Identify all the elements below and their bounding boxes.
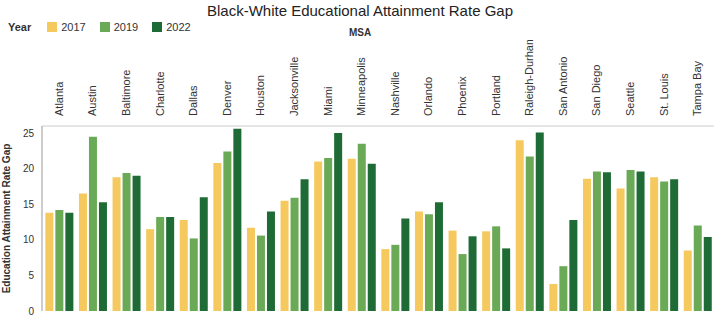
svg-text:Education Attainment Rate Gap: Education Attainment Rate Gap: [8, 144, 12, 294]
svg-text:Orlando: Orlando: [422, 77, 434, 116]
svg-text:St. Louis: St. Louis: [658, 73, 670, 116]
svg-text:Dallas: Dallas: [187, 85, 199, 116]
svg-text:0: 0: [28, 306, 34, 317]
svg-text:Charlotte: Charlotte: [154, 71, 166, 116]
svg-text:Phoenix: Phoenix: [456, 76, 468, 116]
svg-text:Seattle: Seattle: [624, 82, 636, 116]
svg-text:Denver: Denver: [221, 80, 233, 116]
svg-text:Jacksonville: Jacksonville: [288, 57, 300, 116]
html-text:Black-White Educational Attain: Black-White Educational Attainment Rate …: [207, 2, 513, 19]
svg-text:San Diego: San Diego: [590, 65, 602, 116]
svg-text:Baltimore: Baltimore: [120, 70, 132, 116]
html-text:MSA: MSA: [348, 27, 372, 38]
html-text:Year: Year: [8, 21, 32, 33]
svg-text:Miami: Miami: [322, 87, 334, 116]
svg-text:Raleigh-Durham: Raleigh-Durham: [523, 40, 535, 116]
html-text:2022: 2022: [166, 21, 191, 33]
svg-text:20: 20: [23, 163, 35, 174]
html-text:2017: 2017: [61, 21, 86, 33]
svg-text:10: 10: [23, 234, 35, 245]
svg-text:Austin: Austin: [86, 85, 98, 116]
svg-text:5: 5: [28, 270, 34, 281]
svg-text:Houston: Houston: [254, 75, 266, 116]
svg-text:15: 15: [23, 199, 35, 210]
svg-text:Portland: Portland: [490, 75, 502, 116]
svg-text:25: 25: [23, 128, 35, 139]
svg-text:Minneapolis: Minneapolis: [355, 57, 367, 116]
svg-text:Nashville: Nashville: [389, 71, 401, 116]
svg-text:Tampa Bay: Tampa Bay: [691, 60, 703, 116]
html-text:2019: 2019: [113, 21, 139, 33]
svg-text:Atlanta: Atlanta: [53, 81, 65, 116]
svg-text:San Antonio: San Antonio: [557, 57, 569, 116]
